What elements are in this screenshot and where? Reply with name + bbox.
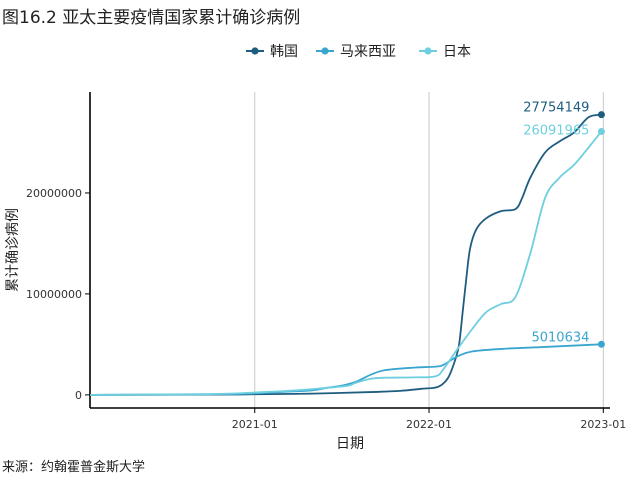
series-end-label: 27754149: [523, 101, 589, 116]
legend-label: 韩国: [270, 44, 298, 60]
x-tick-label: 2023-01: [580, 418, 626, 431]
source-note: 来源：约翰霍普金斯大学: [2, 460, 146, 475]
x-tick-label: 2022-01: [406, 418, 452, 431]
y-axis-title: 累计确诊病例: [5, 208, 21, 292]
legend-key-marker: [251, 47, 259, 55]
series-line-1: [89, 113, 602, 396]
chart-title: 图16.2 亚太主要疫情国家累计确诊病例: [2, 8, 301, 28]
series-end-label: 5010634: [531, 330, 589, 345]
legend-key-marker: [424, 47, 432, 55]
x-tick-label: 2021-01: [232, 418, 278, 431]
series-end-point: [597, 340, 605, 348]
series-line-2: [89, 343, 602, 396]
x-axis-title: 日期: [336, 436, 364, 452]
legend-key-marker: [321, 47, 329, 55]
series-end-point: [597, 111, 605, 119]
y-tick-label: 10000000: [26, 288, 82, 301]
series-end-point: [597, 127, 605, 135]
series-end-label: 26091965: [523, 123, 589, 138]
y-tick-label: 20000000: [26, 187, 82, 200]
legend-label: 马来西亚: [340, 44, 396, 60]
y-tick-label: 0: [75, 389, 82, 402]
legend-label: 日本: [443, 44, 471, 60]
series-line-3: [89, 130, 603, 396]
